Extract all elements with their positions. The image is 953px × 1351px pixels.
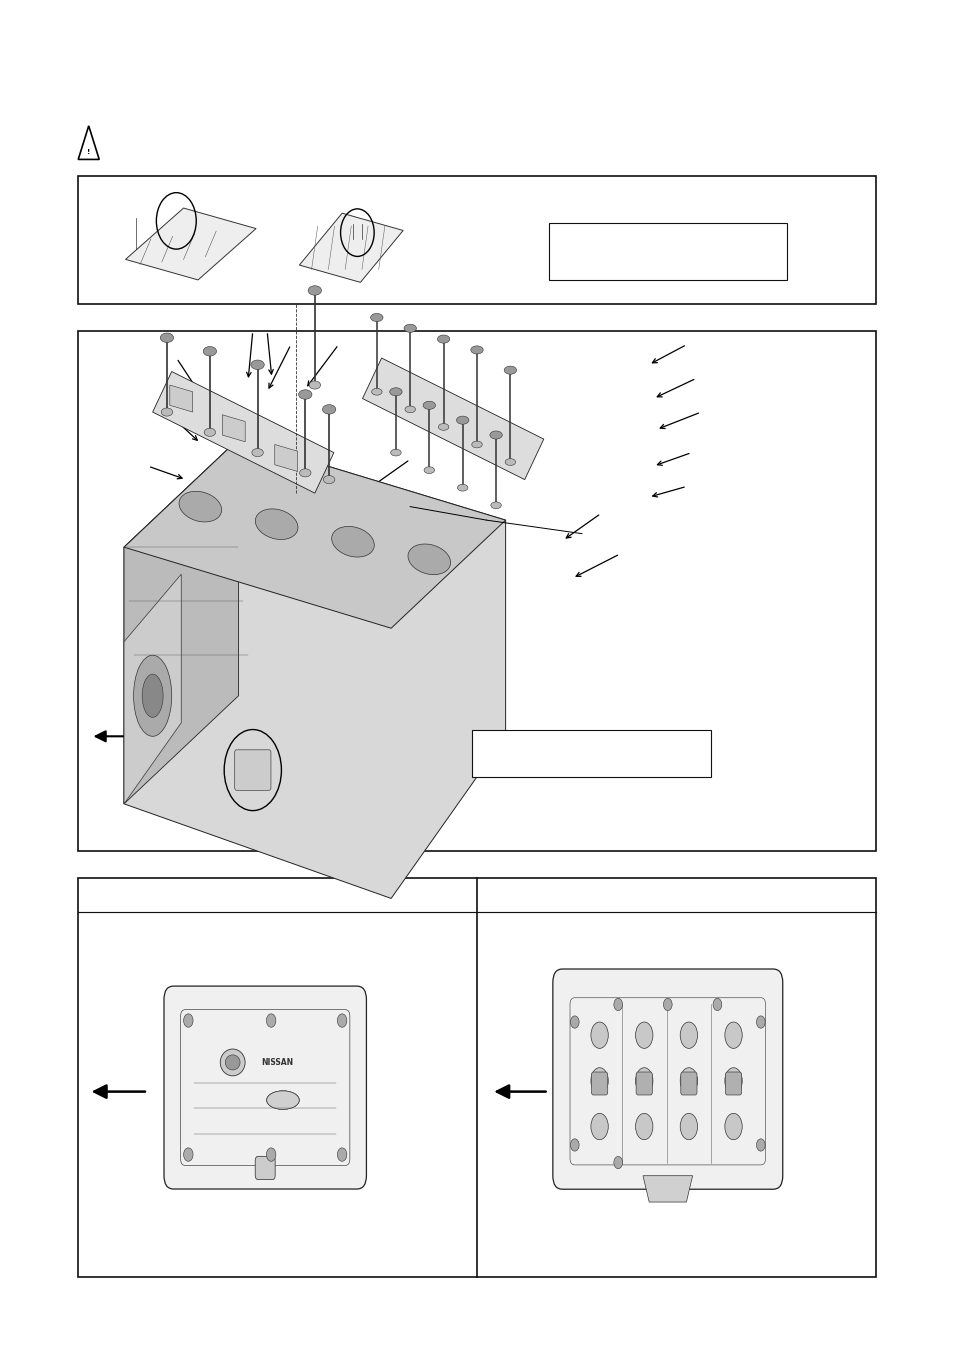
Ellipse shape <box>724 1067 741 1094</box>
Polygon shape <box>124 439 238 804</box>
Bar <box>472 730 710 777</box>
FancyBboxPatch shape <box>680 1073 697 1094</box>
Polygon shape <box>222 415 245 442</box>
Ellipse shape <box>456 416 469 424</box>
Polygon shape <box>362 358 543 480</box>
Ellipse shape <box>679 1113 697 1140</box>
Circle shape <box>613 1156 622 1169</box>
Ellipse shape <box>408 544 450 574</box>
FancyBboxPatch shape <box>591 1073 607 1094</box>
Ellipse shape <box>471 440 481 449</box>
Ellipse shape <box>437 424 448 431</box>
Ellipse shape <box>404 324 416 332</box>
Ellipse shape <box>456 485 467 492</box>
Circle shape <box>183 1148 193 1162</box>
FancyBboxPatch shape <box>636 1073 652 1094</box>
Ellipse shape <box>372 389 381 396</box>
Circle shape <box>183 1013 193 1027</box>
Ellipse shape <box>635 1021 652 1048</box>
Bar <box>548 223 786 280</box>
Ellipse shape <box>323 476 335 484</box>
Polygon shape <box>642 1175 692 1202</box>
Ellipse shape <box>391 450 400 457</box>
Ellipse shape <box>322 405 335 413</box>
Polygon shape <box>124 439 505 898</box>
Bar <box>78 878 875 1277</box>
Ellipse shape <box>255 509 297 539</box>
Ellipse shape <box>179 492 221 521</box>
Ellipse shape <box>252 449 263 457</box>
Ellipse shape <box>142 674 163 717</box>
Ellipse shape <box>590 1021 608 1048</box>
Ellipse shape <box>225 1055 240 1070</box>
Polygon shape <box>124 439 505 628</box>
Ellipse shape <box>423 467 435 474</box>
Bar <box>78 331 875 851</box>
Ellipse shape <box>309 381 320 389</box>
Ellipse shape <box>724 1021 741 1048</box>
Circle shape <box>266 1148 275 1162</box>
Polygon shape <box>126 208 255 280</box>
Ellipse shape <box>160 332 173 343</box>
Ellipse shape <box>332 527 374 557</box>
Ellipse shape <box>133 655 172 736</box>
FancyBboxPatch shape <box>724 1073 740 1094</box>
Ellipse shape <box>590 1067 608 1094</box>
Circle shape <box>570 1016 578 1028</box>
Ellipse shape <box>635 1113 652 1140</box>
Circle shape <box>337 1148 347 1162</box>
Ellipse shape <box>679 1067 697 1094</box>
Polygon shape <box>152 372 334 493</box>
Circle shape <box>337 1013 347 1027</box>
Ellipse shape <box>503 366 517 374</box>
FancyBboxPatch shape <box>255 1156 274 1179</box>
Ellipse shape <box>490 501 501 509</box>
FancyBboxPatch shape <box>164 986 366 1189</box>
Ellipse shape <box>267 1090 299 1109</box>
Polygon shape <box>299 213 403 282</box>
Ellipse shape <box>436 335 450 343</box>
Ellipse shape <box>422 401 435 409</box>
Ellipse shape <box>251 359 264 370</box>
Polygon shape <box>170 385 193 412</box>
Ellipse shape <box>490 431 502 439</box>
Circle shape <box>712 998 721 1011</box>
Polygon shape <box>274 444 297 471</box>
Ellipse shape <box>308 286 321 296</box>
Polygon shape <box>124 574 181 804</box>
Ellipse shape <box>404 405 416 413</box>
Ellipse shape <box>161 408 172 416</box>
Ellipse shape <box>267 1090 299 1109</box>
FancyBboxPatch shape <box>234 750 271 790</box>
Ellipse shape <box>505 459 515 466</box>
Ellipse shape <box>635 1067 652 1094</box>
Ellipse shape <box>220 1048 245 1075</box>
Ellipse shape <box>299 469 311 477</box>
Circle shape <box>570 1139 578 1151</box>
Bar <box>78 176 875 304</box>
Circle shape <box>613 998 622 1011</box>
Ellipse shape <box>267 1090 299 1109</box>
Ellipse shape <box>389 388 402 396</box>
Circle shape <box>266 1013 275 1027</box>
Ellipse shape <box>203 346 216 357</box>
Circle shape <box>662 998 672 1011</box>
Circle shape <box>756 1139 764 1151</box>
Ellipse shape <box>590 1113 608 1140</box>
Ellipse shape <box>724 1113 741 1140</box>
Ellipse shape <box>298 390 312 400</box>
FancyBboxPatch shape <box>552 969 781 1189</box>
Text: !: ! <box>87 149 91 155</box>
Ellipse shape <box>679 1021 697 1048</box>
Circle shape <box>756 1016 764 1028</box>
Ellipse shape <box>470 346 482 354</box>
Ellipse shape <box>370 313 383 322</box>
Ellipse shape <box>204 428 215 436</box>
Text: NISSAN: NISSAN <box>261 1058 293 1067</box>
